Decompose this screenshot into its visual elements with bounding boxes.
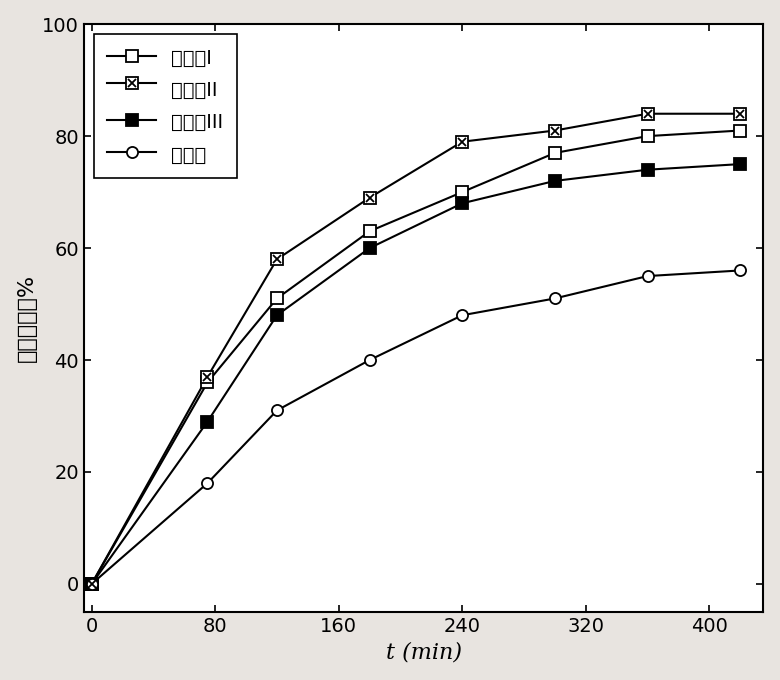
Legend: 整理剂I, 整理剂II, 整理剂III, 对比例: 整理剂I, 整理剂II, 整理剂III, 对比例 [94, 34, 237, 178]
Y-axis label: 甲醛去除率%: 甲醛去除率% [16, 274, 37, 362]
X-axis label: t (min): t (min) [385, 641, 462, 663]
